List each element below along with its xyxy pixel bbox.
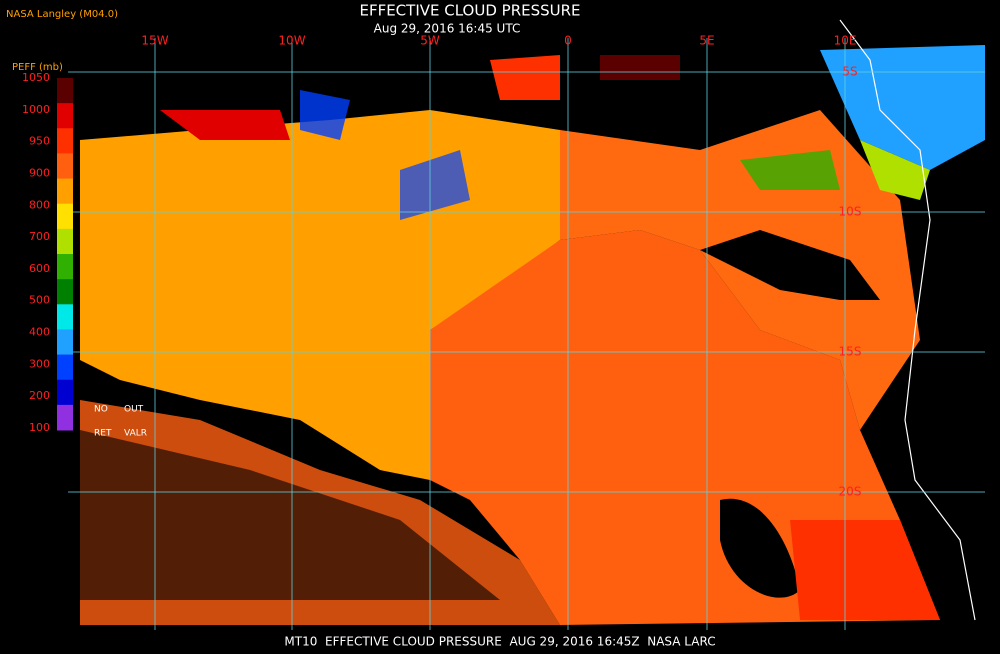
graticule: 15W 10W 5W 0 5E 10E 5S 10S 15S 20S	[68, 34, 985, 630]
legend-swatch	[57, 404, 73, 431]
legend-tick-label: 500	[29, 294, 50, 307]
latitude-label: 15S	[839, 345, 862, 359]
legend-tick-label: 200	[29, 389, 50, 402]
out-valr-label: VALR	[124, 429, 147, 439]
longitude-label: 10W	[278, 34, 305, 48]
longitude-label: 15W	[141, 34, 168, 48]
legend-tick-label: 300	[29, 357, 50, 370]
subtitle: Aug 29, 2016 16:45 UTC	[374, 22, 521, 36]
longitude-label: 5E	[699, 34, 714, 48]
longitude-label: 0	[564, 34, 572, 48]
legend-tick-label: 700	[29, 230, 50, 243]
legend-swatch	[57, 329, 73, 356]
source-label: NASA Langley (M04.0)	[6, 9, 118, 20]
longitude-label: 5W	[420, 34, 440, 48]
map-image	[68, 19, 985, 630]
legend-tick-label: 1000	[22, 103, 50, 116]
legend-swatch	[57, 128, 73, 154]
footer: MT10 EFFECTIVE CLOUD PRESSURE AUG 29, 20…	[284, 635, 715, 649]
legend-swatch	[57, 228, 73, 255]
legend-tick-label: 100	[29, 421, 50, 434]
latitude-label: 20S	[839, 485, 862, 499]
legend-tick-label: 950	[29, 135, 50, 148]
legend-swatch	[57, 78, 73, 104]
legend-swatch	[57, 354, 73, 381]
latitude-label: 5S	[842, 65, 857, 79]
title: EFFECTIVE CLOUD PRESSURE	[359, 2, 580, 20]
legend-title: PEFF (mb)	[12, 62, 63, 73]
longitude-label: 10E	[834, 34, 857, 48]
legend-tick-label: 800	[29, 198, 50, 211]
out-valr-label: OUT	[124, 405, 144, 415]
legend-swatch	[57, 103, 73, 129]
no-ret-label: NO	[94, 405, 108, 415]
no-ret-label: RET	[94, 429, 112, 439]
legend-swatch	[57, 304, 73, 330]
legend-swatch	[57, 178, 73, 205]
legend-swatch	[57, 254, 73, 280]
legend-tick-label: 1050	[22, 71, 50, 84]
legend-swatch	[57, 153, 73, 180]
legend-tick-label: 900	[29, 166, 50, 179]
legend-swatch	[57, 379, 73, 406]
legend-tick-label: 600	[29, 262, 50, 275]
legend: 1050 1000 950 900 800 700 600 500 400 300 200 100 NO…	[22, 71, 147, 439]
latitude-label: 10S	[839, 205, 862, 219]
legend-swatch	[57, 203, 73, 230]
legend-swatch	[57, 279, 73, 305]
legend-tick-label: 400	[29, 326, 50, 339]
